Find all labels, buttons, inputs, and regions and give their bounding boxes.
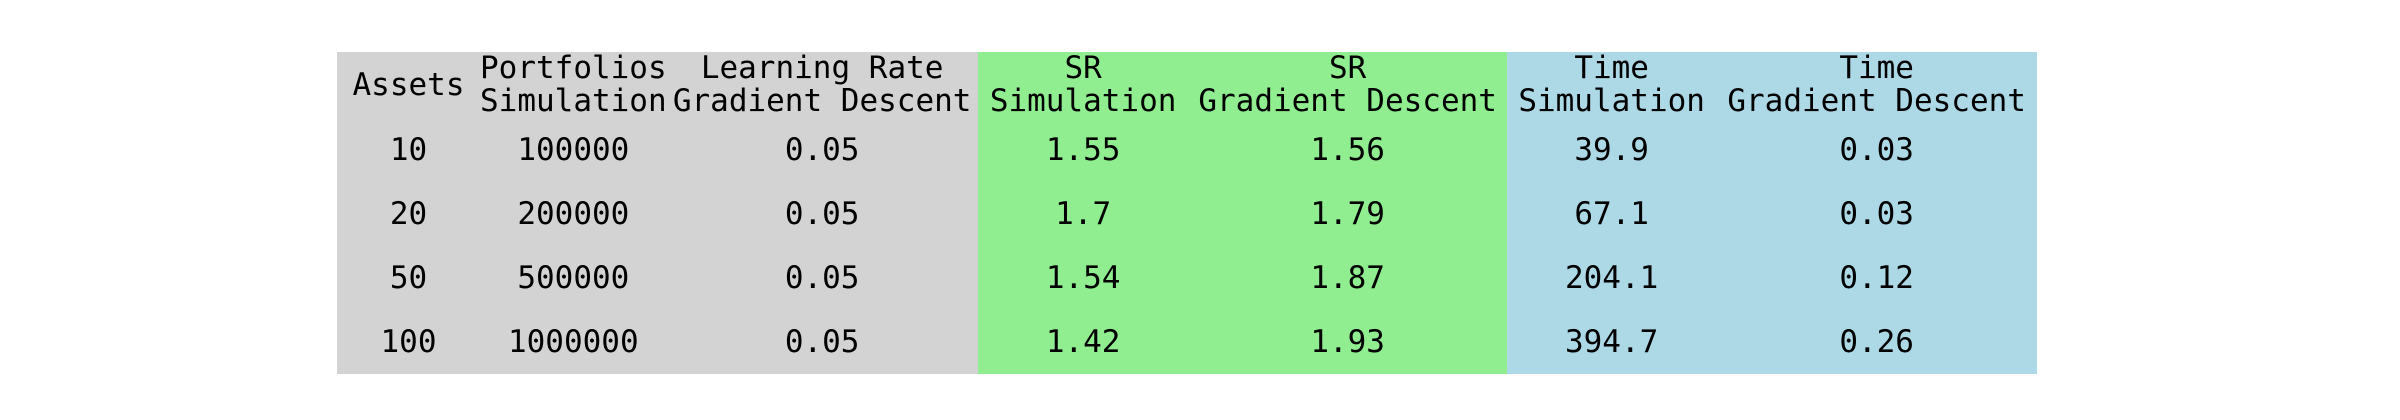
cell-sr-gradient-descent: 1.56 [1188, 118, 1507, 182]
cell-sr-gradient-descent: 1.79 [1188, 182, 1507, 246]
header-time-simulation-line-2: Simulation [1518, 83, 1705, 119]
cell-time-simulation: 394.7 [1506, 310, 1717, 374]
table-row: 100 1000000 0.05 1.42 1.93 394.7 0.26 [337, 310, 2037, 374]
cell-time-gradient-descent: 0.03 [1716, 118, 2037, 182]
cell-assets: 20 [337, 182, 480, 246]
cell-portfolios-simulation: 500000 [480, 246, 667, 310]
table-row: 50 500000 0.05 1.54 1.87 204.1 0.12 [337, 246, 2037, 310]
header-time-simulation-line-1: Time [1574, 50, 1649, 86]
cell-time-gradient-descent: 0.03 [1716, 182, 2037, 246]
header-sr-gradient-descent: SR Gradient Descent [1188, 50, 1507, 119]
header-learning-rate-gradient-descent: Learning Rate Gradient Descent [666, 50, 978, 119]
cell-assets: 100 [337, 310, 480, 374]
header-time-gradient-descent-line-2: Gradient Descent [1727, 83, 2026, 119]
cell-sr-gradient-descent: 1.93 [1188, 310, 1507, 374]
cell-sr-simulation: 1.7 [977, 182, 1189, 246]
cell-time-gradient-descent: 0.26 [1716, 310, 2037, 374]
cell-time-simulation: 39.9 [1506, 118, 1717, 182]
cell-assets: 50 [337, 246, 480, 310]
header-learning-rate-line-1: Learning Rate [700, 50, 944, 86]
table-row: 20 200000 0.05 1.7 1.79 67.1 0.03 [337, 182, 2037, 246]
cell-portfolios-simulation: 200000 [480, 182, 667, 246]
cell-sr-simulation: 1.55 [977, 118, 1189, 182]
cell-sr-gradient-descent: 1.87 [1188, 246, 1507, 310]
header-time-gradient-descent: Time Gradient Descent [1716, 50, 2037, 119]
header-assets-line-1: Assets [352, 66, 465, 103]
header-row: Assets Portfolios Simulation Learning Ra… [337, 52, 2037, 118]
results-table: Assets Portfolios Simulation Learning Ra… [337, 52, 2037, 374]
cell-assets: 10 [337, 118, 480, 182]
header-learning-rate-line-2: Gradient Descent [672, 83, 972, 119]
cell-learning-rate: 0.05 [666, 182, 978, 246]
cell-learning-rate: 0.05 [666, 118, 978, 182]
header-sr-gradient-descent-line-1: SR [1328, 50, 1367, 86]
header-time-simulation: Time Simulation [1506, 50, 1717, 119]
header-sr-simulation: SR Simulation [977, 50, 1189, 119]
cell-learning-rate: 0.05 [666, 246, 978, 310]
header-portfolios-simulation: Portfolios Simulation [480, 52, 667, 118]
cell-portfolios-simulation: 1000000 [480, 310, 667, 374]
header-portfolios-simulation-line-1: Portfolios [480, 50, 667, 86]
header-sr-gradient-descent-line-2: Gradient Descent [1198, 83, 1497, 119]
table-row: 10 100000 0.05 1.55 1.56 39.9 0.03 [337, 118, 2037, 182]
cell-portfolios-simulation: 100000 [480, 118, 667, 182]
cell-time-simulation: 67.1 [1506, 182, 1717, 246]
cell-time-simulation: 204.1 [1506, 246, 1717, 310]
header-sr-simulation-line-1: SR [1064, 50, 1102, 86]
cell-sr-simulation: 1.42 [977, 310, 1189, 374]
header-sr-simulation-line-2: Simulation [989, 83, 1177, 119]
header-portfolios-simulation-line-2: Simulation [480, 83, 667, 119]
header-time-gradient-descent-line-1: Time [1839, 50, 1914, 86]
header-assets: Assets [337, 52, 480, 118]
cell-sr-simulation: 1.54 [977, 246, 1189, 310]
cell-time-gradient-descent: 0.12 [1716, 246, 2037, 310]
cell-learning-rate: 0.05 [666, 310, 978, 374]
